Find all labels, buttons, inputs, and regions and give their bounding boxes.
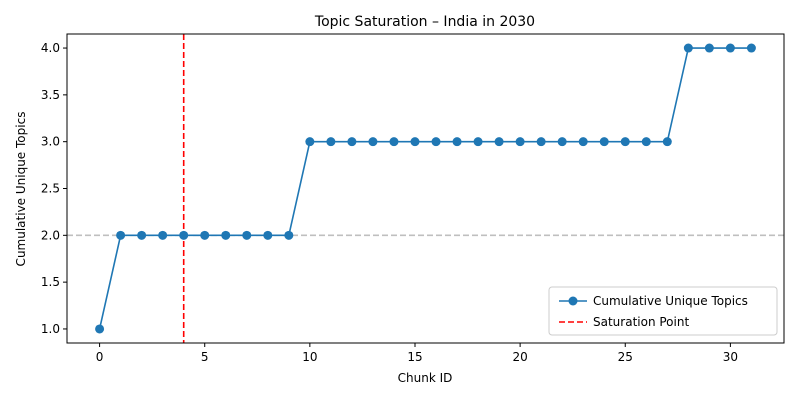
y-tick-label: 3.5	[41, 88, 60, 102]
plot-area: 0 5 10 15 20 25 30 1.0 1.5 2.0 2.5 3.0 3.5 4.0	[41, 33, 785, 364]
x-axis-label: Chunk ID	[398, 371, 453, 385]
data-point	[326, 137, 336, 147]
y-axis-label: Cumulative Unique Topics	[14, 112, 28, 267]
data-point	[578, 137, 588, 147]
legend-series-marker	[568, 296, 578, 306]
legend-series-label: Cumulative Unique Topics	[593, 294, 748, 308]
data-point	[116, 230, 126, 240]
y-tick-label: 4.0	[41, 41, 60, 55]
data-point	[725, 43, 735, 53]
data-point	[557, 137, 567, 147]
data-point	[305, 137, 315, 147]
data-point	[179, 230, 189, 240]
data-point	[347, 137, 357, 147]
data-point	[242, 230, 252, 240]
data-point	[410, 137, 420, 147]
data-point	[536, 137, 546, 147]
data-point	[452, 137, 462, 147]
data-point	[494, 137, 504, 147]
data-point	[200, 230, 210, 240]
x-tick-label: 25	[618, 350, 633, 364]
x-tick-label: 10	[302, 350, 317, 364]
data-point	[368, 137, 378, 147]
legend-saturation-label: Saturation Point	[593, 315, 689, 329]
legend: Cumulative Unique Topics Saturation Point	[548, 286, 778, 336]
data-point	[683, 43, 693, 53]
data-point	[284, 230, 294, 240]
data-point	[704, 43, 714, 53]
data-point	[95, 324, 105, 334]
data-point	[473, 137, 483, 147]
chart-title: Topic Saturation – India in 2030	[314, 14, 535, 30]
data-point	[599, 137, 609, 147]
data-point	[431, 137, 441, 147]
data-point	[662, 137, 672, 147]
data-point	[221, 230, 231, 240]
x-tick-label: 5	[201, 350, 209, 364]
x-tick-label: 20	[512, 350, 527, 364]
y-tick-label: 1.5	[41, 275, 60, 289]
x-tick-label: 0	[96, 350, 104, 364]
data-point	[641, 137, 651, 147]
data-point	[263, 230, 273, 240]
y-tick-label: 3.0	[41, 135, 60, 149]
data-point	[389, 137, 399, 147]
x-tick-label: 30	[723, 350, 738, 364]
x-tick-label: 15	[407, 350, 422, 364]
data-point	[515, 137, 525, 147]
data-point	[158, 230, 168, 240]
data-point	[137, 230, 147, 240]
y-tick-label: 1.0	[41, 322, 60, 336]
legend-box	[548, 286, 778, 336]
y-tick-label: 2.5	[41, 182, 60, 196]
y-tick-label: 2.0	[41, 228, 60, 242]
data-point	[746, 43, 756, 53]
data-point	[620, 137, 630, 147]
